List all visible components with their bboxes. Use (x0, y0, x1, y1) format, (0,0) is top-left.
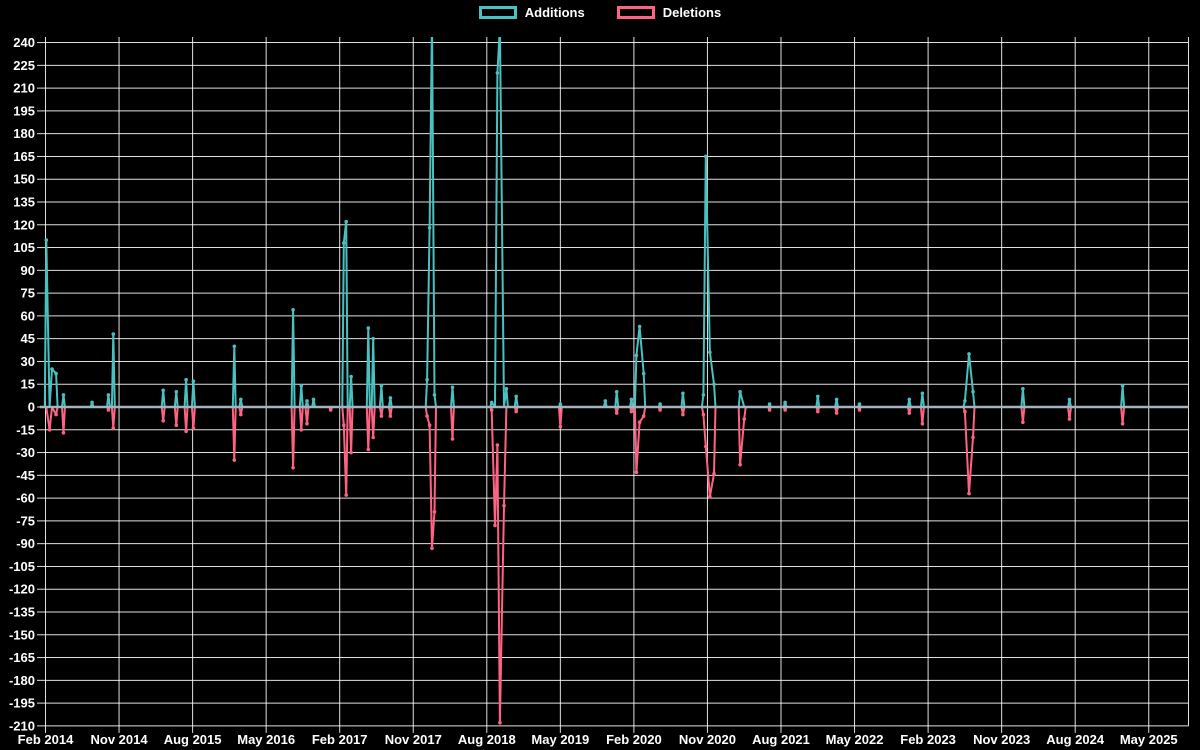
y-tick-label: 105 (13, 240, 35, 255)
y-tick-label: 135 (13, 195, 35, 210)
y-tick-label: -180 (9, 673, 35, 688)
x-tick-label: Nov 2014 (91, 732, 149, 747)
legend-label-deletions: Deletions (662, 5, 722, 20)
legend-item-deletions[interactable]: Deletions (616, 5, 722, 20)
y-tick-label: -120 (9, 582, 35, 597)
legend-label-additions: Additions (524, 5, 585, 20)
y-tick-label: 90 (21, 263, 35, 278)
x-tick-label: Aug 2021 (752, 732, 810, 747)
y-tick-label: 15 (21, 377, 35, 392)
chart-legend: Additions Deletions (0, 5, 1200, 20)
x-tick-label: May 2016 (237, 732, 295, 747)
x-tick-label: Aug 2024 (1046, 732, 1105, 747)
x-tick-label: May 2025 (1120, 732, 1178, 747)
y-tick-label: -75 (16, 513, 35, 528)
y-tick-label: -30 (16, 445, 35, 460)
legend-item-additions[interactable]: Additions (478, 5, 585, 20)
series-line-deletions (39, 406, 1189, 724)
y-tick-label: 45 (21, 331, 35, 346)
y-tick-label: -195 (9, 696, 35, 711)
y-tick-label: 165 (13, 149, 35, 164)
y-tick-label: 225 (13, 58, 35, 73)
x-tick-label: Nov 2020 (679, 732, 736, 747)
y-tick-label: -165 (9, 650, 35, 665)
y-tick-label: -210 (9, 718, 35, 733)
deletions-swatch-icon (616, 6, 655, 19)
y-tick-label: 30 (21, 354, 35, 369)
y-tick-label: 180 (13, 126, 35, 141)
x-tick-label: May 2019 (531, 732, 589, 747)
x-tick-label: Aug 2018 (458, 732, 516, 747)
y-tick-label: -150 (9, 627, 35, 642)
y-tick-label: -60 (16, 491, 35, 506)
y-tick-label: -105 (9, 559, 35, 574)
x-tick-label: Nov 2017 (385, 732, 442, 747)
y-tick-label: -15 (16, 422, 35, 437)
y-tick-label: 75 (21, 286, 35, 301)
y-tick-label: -45 (16, 468, 35, 483)
y-tick-label: 195 (13, 103, 35, 118)
y-tick-label: 210 (13, 81, 35, 96)
series-line-additions (39, 37, 1189, 408)
y-tick-label: 150 (13, 172, 35, 187)
x-tick-label: Feb 2020 (606, 732, 662, 747)
y-tick-label: -135 (9, 604, 35, 619)
x-tick-label: Aug 2015 (164, 732, 222, 747)
x-tick-label: Feb 2023 (900, 732, 956, 747)
x-tick-label: Feb 2017 (312, 732, 368, 747)
y-tick-label: -90 (16, 536, 35, 551)
y-tick-label: 0 (28, 400, 35, 415)
y-tick-label: 240 (13, 35, 35, 50)
y-tick-label: 120 (13, 217, 35, 232)
x-tick-label: May 2022 (826, 732, 884, 747)
additions-swatch-icon (478, 6, 517, 19)
x-tick-label: Nov 2023 (973, 732, 1030, 747)
y-tick-label: 60 (21, 308, 35, 323)
x-tick-label: Feb 2014 (18, 732, 74, 747)
